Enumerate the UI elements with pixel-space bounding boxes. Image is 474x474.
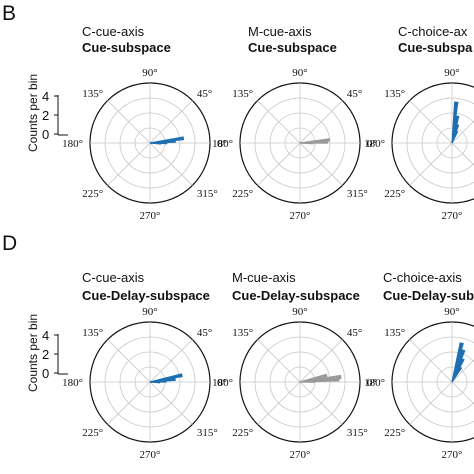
count-tick-2-b: 2: [42, 108, 49, 123]
angle-label: 315°: [197, 427, 218, 439]
panel-title: C-cue-axis: [82, 24, 145, 39]
histogram-bin: [149, 142, 162, 145]
angle-label: 90°: [444, 306, 459, 318]
angle-label: 90°: [444, 67, 459, 79]
panel-title: C-choice-ax: [398, 24, 468, 39]
histogram-bin: [451, 130, 459, 144]
panel-subtitle: Cue-subspace: [248, 40, 337, 55]
angle-label: 180°: [212, 377, 233, 389]
angle-label: 45°: [197, 88, 212, 100]
count-tick-4-b: 4: [42, 89, 49, 104]
angle-label: 90°: [292, 67, 307, 79]
angle-label: 225°: [384, 427, 405, 439]
angle-label: 135°: [384, 88, 405, 100]
angle-label: 315°: [197, 188, 218, 200]
angle-label: 45°: [197, 327, 212, 339]
polar-panel-6: C-choice-axisCue-Delay-sub90°45°0°315°27…: [364, 270, 474, 461]
angle-label: 180°: [62, 138, 83, 150]
angle-label: 0°: [367, 138, 377, 150]
panel-title: M-cue-axis: [248, 24, 312, 39]
angle-label: 225°: [232, 427, 253, 439]
angle-label: 315°: [347, 188, 368, 200]
panel-letter-b: B: [2, 2, 16, 25]
angle-label: 225°: [384, 188, 405, 200]
angle-label: 270°: [442, 449, 463, 461]
polar-panel-4: C-cue-axis Cue-Delay-subspace 90° 45° 0° 315°…: [62, 270, 227, 461]
angle-label: 225°: [82, 427, 103, 439]
angle-label: 0°: [367, 377, 377, 389]
panel-subtitle: Cue-subspa: [398, 40, 473, 55]
count-tick-2-d: 2: [42, 347, 49, 362]
panel-subtitle: Cue-Delay-sub: [383, 288, 474, 303]
angle-label: 225°: [232, 188, 253, 200]
angle-label: 0°: [217, 138, 227, 150]
angle-label: 45°: [347, 88, 362, 100]
angle-label: 135°: [384, 327, 405, 339]
panel-title: M-cue-axis: [232, 270, 296, 285]
angle-label: 180°: [212, 138, 233, 150]
panel-title: C-choice-axis: [383, 270, 462, 285]
angle-label: 180°: [62, 377, 83, 389]
angle-label: 135°: [82, 327, 103, 339]
count-tick-0-d: 0: [42, 366, 49, 381]
angle-label: 270°: [140, 449, 161, 461]
angle-label: 270°: [442, 210, 463, 222]
angle-label: 0°: [217, 377, 227, 389]
histogram-bin: [299, 380, 316, 383]
count-axis-row-d: Counts per bin 4 2 0: [26, 314, 68, 392]
angle-label: 315°: [347, 427, 368, 439]
count-axis-label-b: Counts per bin: [26, 74, 40, 152]
count-tick-4-d: 4: [42, 328, 49, 343]
angle-label: 90°: [292, 306, 307, 318]
panel-letter-d: D: [2, 232, 17, 255]
angle-label: 180°: [364, 138, 385, 150]
panel-title: C-cue-axis: [82, 270, 145, 285]
polar-panel-5: M-cue-axis Cue-Delay-subspace 90° 45° 0° 315°…: [212, 270, 377, 461]
angle-label: 45°: [347, 327, 362, 339]
angle-label: 270°: [290, 210, 311, 222]
polar-plots: C-cue-axisCue-subspace90°45°0°315°270°22…: [62, 24, 474, 461]
histogram-bin: [299, 373, 328, 383]
polar-panel-3: C-choice-axCue-subspa90°45°0°315°270°225…: [364, 24, 474, 222]
angle-label: 135°: [232, 88, 253, 100]
panel-subtitle: Cue-Delay-subspace: [82, 288, 210, 303]
histogram-bin: [451, 366, 463, 383]
panel-subtitle: Cue-subspace: [82, 40, 171, 55]
count-axis-row-b: Counts per bin 4 2 0: [26, 74, 68, 152]
angle-label: 135°: [232, 327, 253, 339]
histogram-bin: [299, 142, 314, 145]
angle-label: 135°: [82, 88, 103, 100]
count-axis-label-d: Counts per bin: [26, 314, 40, 392]
panel-subtitle: Cue-Delay-subspace: [232, 288, 360, 303]
count-tick-0-b: 0: [42, 127, 49, 142]
angle-label: 90°: [142, 306, 157, 318]
angle-label: 90°: [142, 67, 157, 79]
angle-label: 225°: [82, 188, 103, 200]
histogram-bin: [149, 381, 161, 384]
angle-label: 180°: [364, 377, 385, 389]
angle-label: 270°: [290, 449, 311, 461]
angle-label: 270°: [140, 210, 161, 222]
